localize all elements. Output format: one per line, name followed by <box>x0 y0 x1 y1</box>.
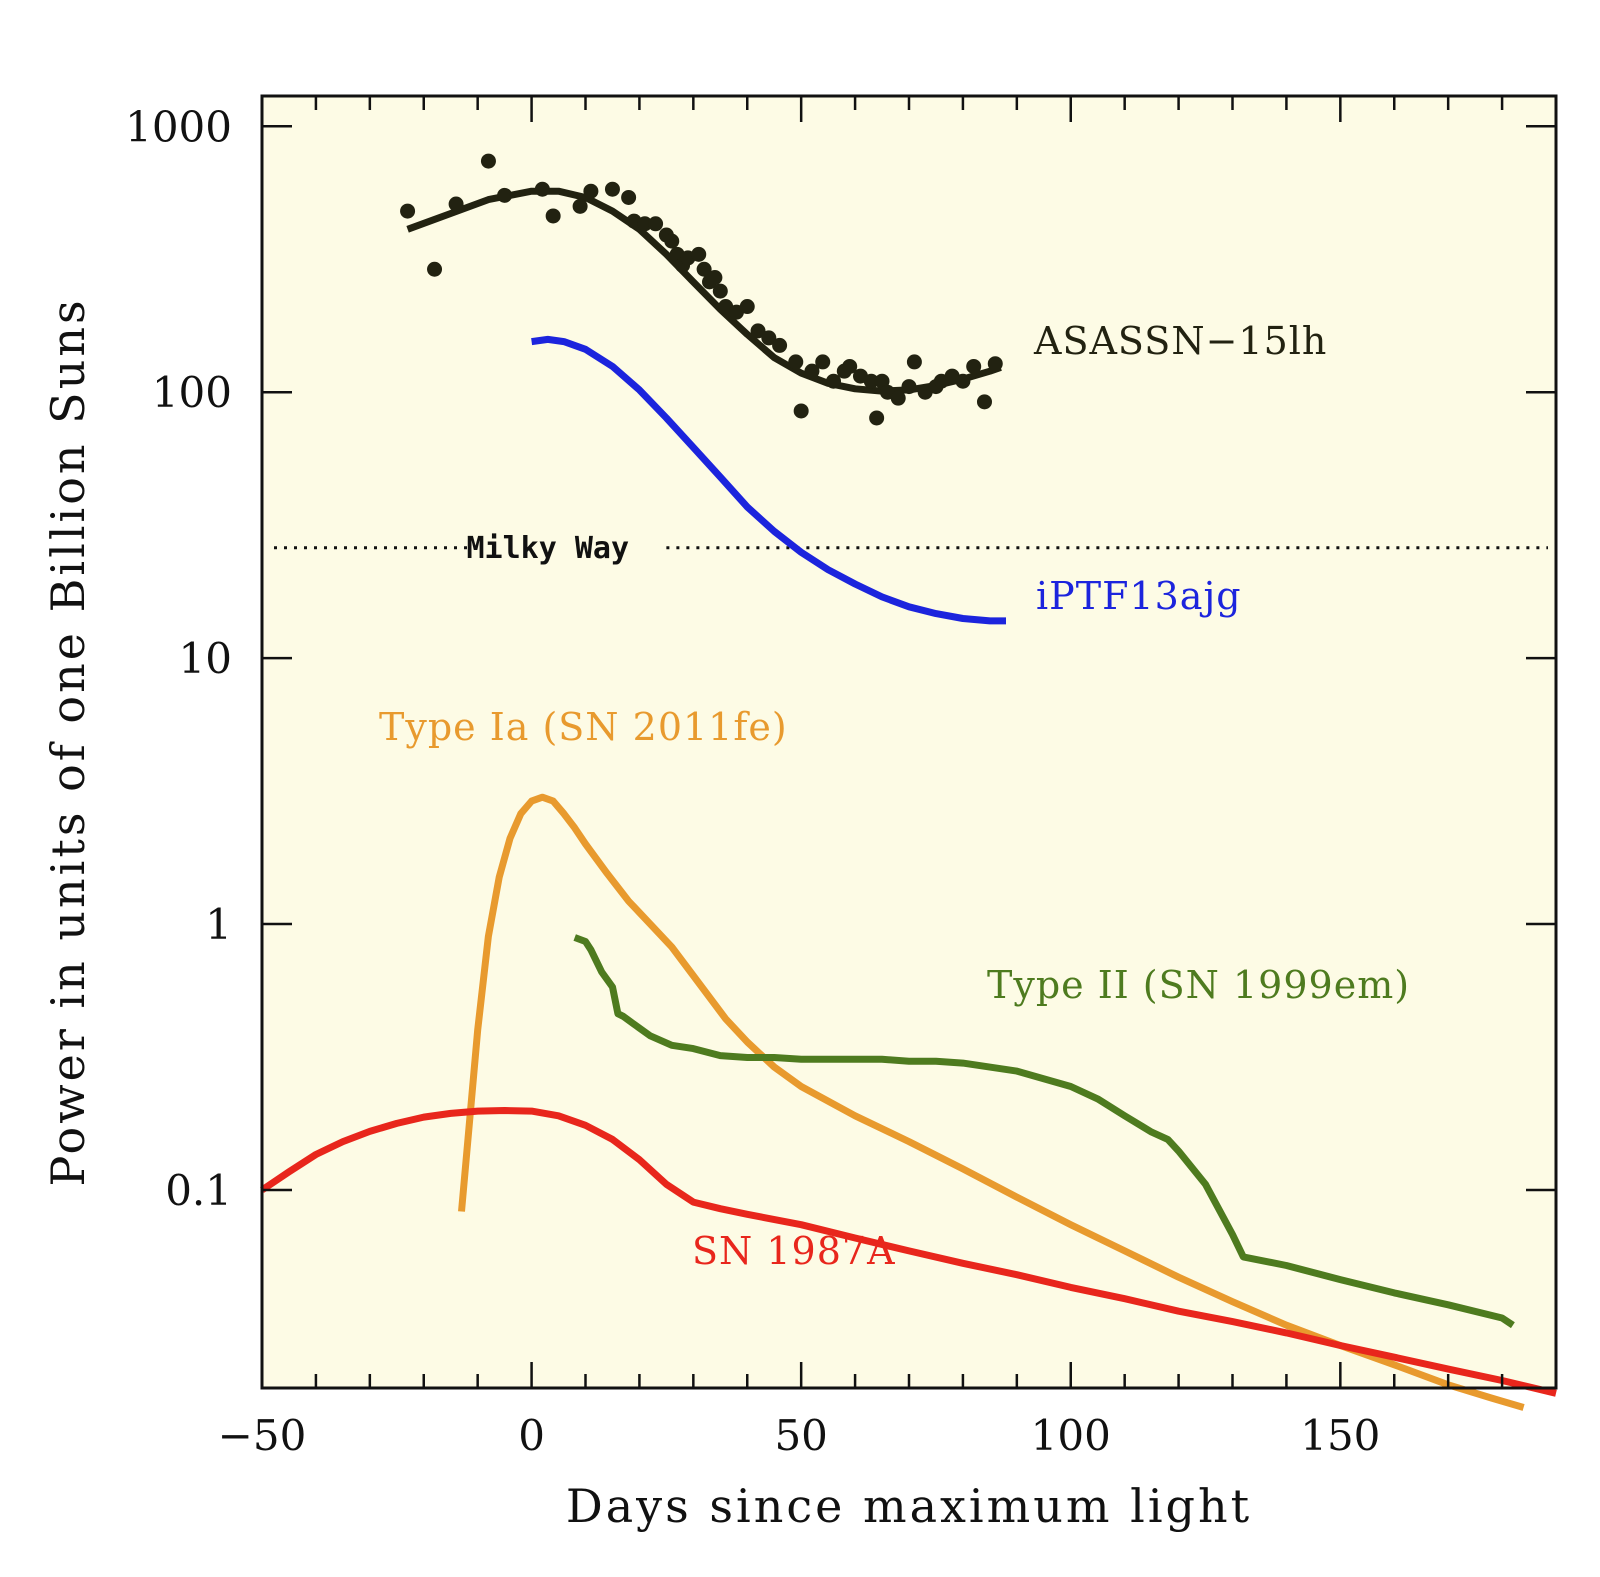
series-group <box>260 153 1557 1411</box>
x-tick-label: 150 <box>1300 1411 1380 1460</box>
milky-way-label: Milky Way <box>466 531 629 566</box>
asassn-15lh-label: ASASSN−15lh <box>1033 319 1327 363</box>
asassn-15lh-data-point <box>696 261 712 277</box>
asassn-15lh-data-point <box>842 358 858 374</box>
type-ii-sn-1999em-label: Type II (SN 1999em) <box>987 963 1410 1007</box>
y-tick-label: 100 <box>152 368 232 417</box>
x-tick-label: 0 <box>518 1411 545 1460</box>
asassn-15lh-data-point <box>955 373 971 389</box>
type-ii-sn-1999em-line <box>573 934 1515 1329</box>
asassn-15lh-data-point <box>572 198 588 214</box>
asassn-15lh-data-point <box>761 330 777 346</box>
x-tick-label: −50 <box>218 1411 307 1460</box>
iptf13ajg-label: iPTF13ajg <box>1036 574 1242 618</box>
asassn-15lh-data-point <box>966 358 982 374</box>
y-tick-label: 1 <box>205 900 232 949</box>
asassn-15lh-data-point <box>906 354 922 370</box>
asassn-15lh-data-point <box>869 410 885 426</box>
asassn-15lh-data-point <box>750 323 766 339</box>
asassn-15lh-data-point <box>772 337 788 353</box>
asassn-15lh-data-point <box>664 233 680 249</box>
iptf13ajg-line <box>531 335 1006 625</box>
asassn-15lh-data-point <box>815 354 831 370</box>
asassn-15lh-data-point <box>788 354 804 370</box>
tick-group <box>260 96 1558 1388</box>
asassn-15lh-data-point <box>621 189 637 205</box>
asassn-15lh-data-point <box>497 187 513 203</box>
asassn-15lh-data-point <box>691 246 707 262</box>
asassn-15lh-data-point <box>583 183 599 199</box>
x-axis-title: Days since maximum light <box>566 1479 1252 1533</box>
y-axis-title: Power in units of one Billion Suns <box>41 297 95 1186</box>
x-tick-label: 50 <box>774 1411 827 1460</box>
asassn-15lh-data-point <box>545 208 561 224</box>
x-tick-label: 100 <box>1031 1411 1111 1460</box>
asassn-15lh-data-point <box>400 203 416 219</box>
asassn-15lh-data-point <box>648 216 664 232</box>
asassn-15lh-data-point <box>739 299 755 315</box>
type-ia-sn-2011fe-label: Type Ia (SN 2011fe) <box>379 705 788 749</box>
asassn-15lh-data-point <box>804 363 820 379</box>
asassn-15lh-data-point <box>707 270 723 286</box>
asassn-15lh-data-point <box>534 181 550 197</box>
label-group: −50 0 50 100 150 0.1 1 10 100 1000 Milky Way ASASSN… <box>125 102 1410 1460</box>
type-ia-sn-2011fe-line <box>458 793 1525 1411</box>
asassn-15lh-data-point <box>890 390 906 406</box>
sn-1987a-label: SN 1987A <box>692 1229 896 1273</box>
plot-frame <box>260 94 1558 1390</box>
asassn-15lh-data-point <box>712 283 728 299</box>
asassn-15lh-data-point <box>793 403 809 419</box>
asassn-15lh-data-point <box>480 153 496 169</box>
asassn-15lh-data-point <box>826 373 842 389</box>
y-tick-label: 1000 <box>125 102 232 151</box>
asassn-15lh-data-point <box>427 261 443 277</box>
asassn-15lh-data-point <box>604 181 620 197</box>
y-tick-label: 0.1 <box>165 1166 232 1215</box>
asassn-15lh-data-point <box>637 216 653 232</box>
asassn-15lh-data-point <box>901 379 917 395</box>
asassn-15lh-data-point <box>987 356 1003 372</box>
asassn-15lh-data-point <box>976 394 992 410</box>
asassn-15lh-data-point <box>863 373 879 389</box>
sn-1987a-line <box>260 1107 1557 1397</box>
asassn-15lh-data-point <box>448 196 464 212</box>
y-tick-label: 10 <box>179 634 232 683</box>
plot-background <box>262 96 1556 1388</box>
